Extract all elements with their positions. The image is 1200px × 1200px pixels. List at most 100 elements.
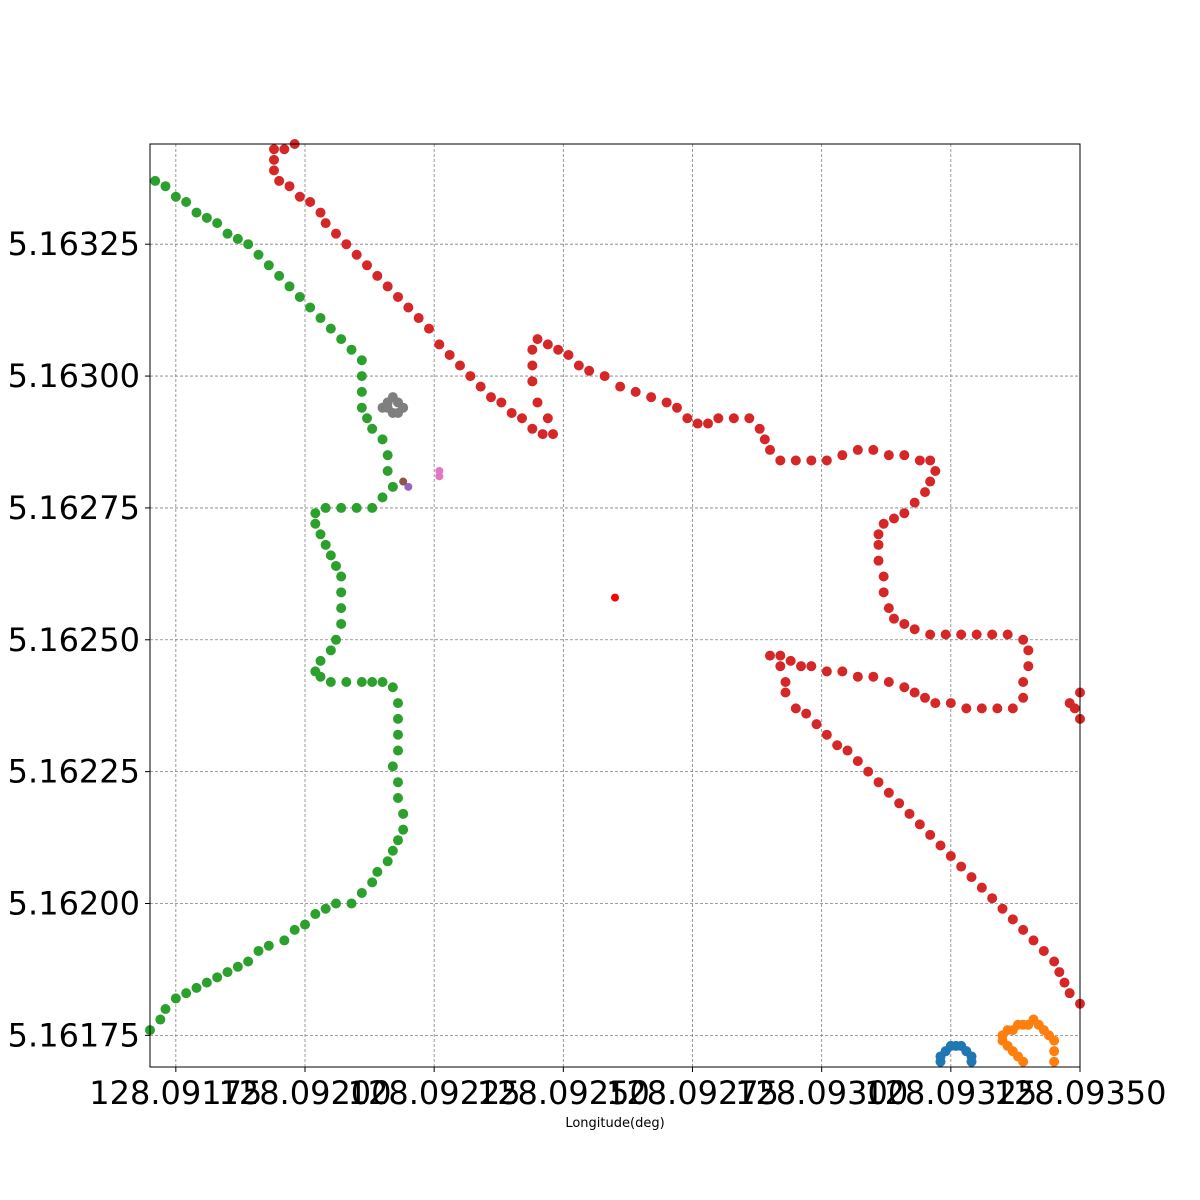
data-point xyxy=(398,824,409,835)
data-point xyxy=(661,397,672,408)
data-point xyxy=(801,708,812,719)
data-point xyxy=(181,197,192,208)
data-point xyxy=(956,861,967,872)
data-point xyxy=(263,940,274,951)
data-point xyxy=(1049,956,1060,967)
data-point xyxy=(367,502,378,513)
data-point xyxy=(336,618,347,629)
data-point xyxy=(532,397,543,408)
data-point xyxy=(909,624,920,635)
data-point xyxy=(873,555,884,566)
series-4 xyxy=(404,482,413,491)
data-point xyxy=(930,466,941,477)
data-point xyxy=(253,249,264,260)
data-point xyxy=(863,766,874,777)
data-point xyxy=(1059,977,1070,988)
data-point xyxy=(435,467,444,476)
data-point xyxy=(362,413,372,424)
data-point xyxy=(367,877,378,888)
data-point xyxy=(920,692,930,703)
data-point xyxy=(909,687,920,698)
data-point xyxy=(320,539,331,550)
data-point xyxy=(563,349,574,360)
data-point xyxy=(889,513,899,524)
data-point xyxy=(1064,698,1075,709)
data-point xyxy=(945,698,956,709)
data-point xyxy=(837,666,848,677)
data-point xyxy=(553,344,564,355)
data-point xyxy=(899,450,910,461)
data-point xyxy=(243,956,254,967)
data-point xyxy=(372,866,383,877)
data-point xyxy=(434,339,445,350)
data-point xyxy=(527,344,538,355)
y-tick-label: 5.16325 xyxy=(8,225,140,263)
data-point xyxy=(987,893,998,904)
data-point xyxy=(160,1003,171,1014)
data-point xyxy=(284,181,295,192)
data-point xyxy=(899,618,910,629)
data-point xyxy=(821,455,832,466)
data-point xyxy=(346,898,357,909)
series-3 xyxy=(269,139,1085,1009)
data-point xyxy=(315,671,326,682)
data-point xyxy=(987,629,998,640)
data-point xyxy=(1018,634,1029,645)
data-point xyxy=(336,334,347,345)
data-point xyxy=(878,518,889,529)
data-point xyxy=(935,840,946,851)
series-5 xyxy=(399,477,408,486)
data-point xyxy=(424,323,434,334)
data-point xyxy=(393,713,403,724)
data-point xyxy=(398,808,409,819)
data-point xyxy=(170,191,181,202)
y-tick-label: 5.16200 xyxy=(8,884,140,922)
data-point xyxy=(1002,629,1013,640)
data-point xyxy=(1023,661,1034,672)
data-point xyxy=(387,845,398,856)
data-point xyxy=(837,450,848,461)
data-point xyxy=(393,777,403,788)
data-point xyxy=(399,477,408,486)
data-point xyxy=(393,729,403,740)
data-point xyxy=(611,593,619,602)
data-point xyxy=(356,887,367,898)
data-point xyxy=(325,550,336,561)
data-point xyxy=(584,365,595,376)
data-point xyxy=(966,872,977,883)
data-point xyxy=(672,402,682,413)
data-point xyxy=(548,429,558,440)
data-point xyxy=(413,313,424,324)
data-point xyxy=(527,376,538,387)
data-point xyxy=(181,988,192,999)
data-point xyxy=(873,529,884,540)
data-point xyxy=(506,407,517,418)
data-point xyxy=(728,413,739,424)
data-point xyxy=(759,434,770,445)
data-point xyxy=(765,650,775,661)
data-point xyxy=(393,793,403,804)
data-point xyxy=(393,291,403,302)
data-point xyxy=(925,629,936,640)
x-tick-label: 128.09175 xyxy=(89,1074,262,1112)
data-point xyxy=(341,239,352,250)
data-point xyxy=(336,571,347,582)
data-point xyxy=(806,455,817,466)
data-point xyxy=(387,481,398,492)
data-point xyxy=(320,903,331,914)
x-tick-label: 128.09225 xyxy=(348,1074,521,1112)
x-tick-label: 128.09325 xyxy=(864,1074,1037,1112)
data-point xyxy=(883,676,894,687)
y-axis-ticks: 5.16175 5.16200 5.16225 5.16250 5.16275 5.163… xyxy=(8,225,150,1054)
data-point xyxy=(356,355,367,366)
data-point xyxy=(274,270,285,281)
data-point xyxy=(305,302,316,313)
data-point xyxy=(1018,924,1029,935)
data-point xyxy=(615,381,626,392)
data-point xyxy=(356,402,367,413)
data-point xyxy=(780,687,791,698)
data-point xyxy=(1007,703,1018,714)
data-point xyxy=(331,560,341,571)
data-point xyxy=(925,829,936,840)
data-point xyxy=(889,613,899,624)
